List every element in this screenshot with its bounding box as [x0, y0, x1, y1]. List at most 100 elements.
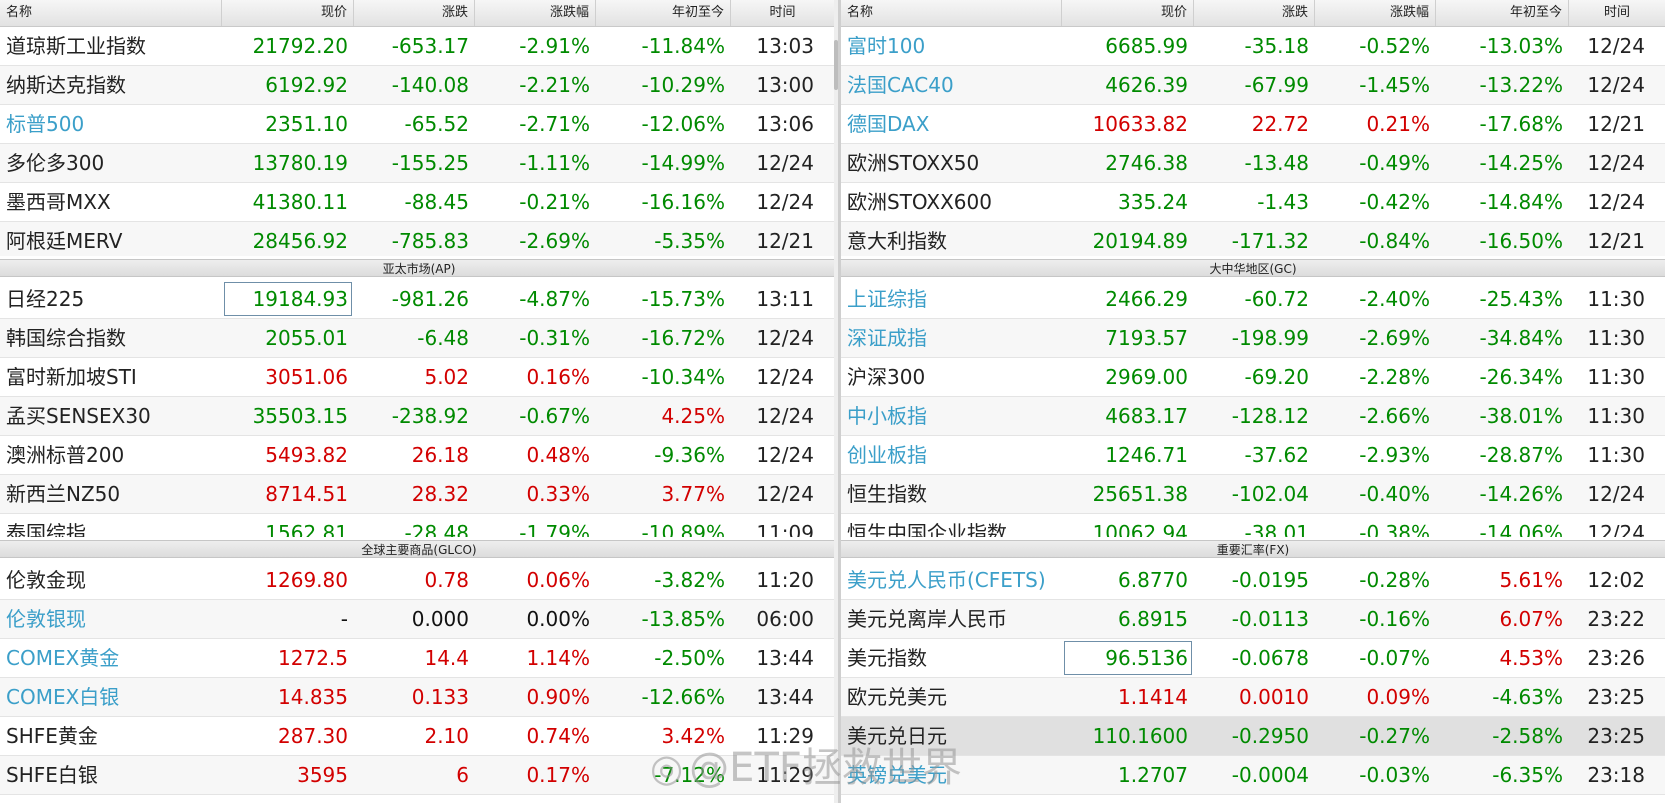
table-row[interactable]: 欧元兑美元 1.1414 0.0010 0.09% -4.63% 23:25 [841, 678, 1665, 717]
table-row[interactable]: 中小板指 4683.17 -128.12 -2.66% -38.01% 11:30 [841, 397, 1665, 436]
col-pct[interactable]: 涨跌幅 [475, 0, 596, 26]
row-ytd: -11.84% [641, 34, 725, 58]
table-body: 美元兑人民币(CFETS) 6.8770 -0.0195 -0.28% 5.61% 12:… [841, 561, 1665, 795]
row-ytd: -14.25% [1479, 151, 1563, 175]
row-ytd: -12.66% [641, 685, 725, 709]
table-row[interactable]: 标普500 2351.10 -65.52 -2.71% -12.06% 13:06 [0, 105, 834, 144]
col-ytd[interactable]: 年初至今 [1436, 0, 1569, 26]
col-price[interactable]: 现价 [222, 0, 354, 26]
table-row[interactable]: 英镑兑美元 1.2707 -0.0004 -0.03% -6.35% 23:18 [841, 756, 1665, 795]
row-price: 25651.38 [1092, 482, 1188, 506]
table-row[interactable]: 伦敦银现 - 0.000 0.00% -13.85% 06:00 [0, 600, 834, 639]
row-pct: -2.40% [1359, 287, 1430, 311]
row-pct: 0.74% [526, 724, 590, 748]
table-row[interactable]: 沪深300 2969.00 -69.20 -2.28% -26.34% 11:30 [841, 358, 1665, 397]
row-change: 26.18 [411, 443, 469, 467]
table-row[interactable]: 阿根廷MERV 28456.92 -785.83 -2.69% -5.35% 12/21 [0, 222, 834, 256]
row-pct: -2.93% [1359, 443, 1430, 467]
row-price: 1272.5 [278, 646, 348, 670]
row-time: 12/24 [756, 190, 814, 214]
row-name: 韩国综合指数 [6, 326, 126, 350]
table-row[interactable]: 美元兑离岸人民币 6.8915 -0.0113 -0.16% 6.07% 23:22 [841, 600, 1665, 639]
table-row[interactable]: 日经225 19184.93 -981.26 -4.87% -15.73% 13:11 [0, 280, 834, 319]
table-row[interactable]: 多伦多300 13780.19 -155.25 -1.11% -14.99% 12/24 [0, 144, 834, 183]
table-row[interactable]: 道琼斯工业指数 21792.20 -653.17 -2.91% -11.84% 13:03 [0, 27, 834, 66]
table-row[interactable]: 墨西哥MXX 41380.11 -88.45 -0.21% -16.16% 12/24 [0, 183, 834, 222]
table-row[interactable]: 深证成指 7193.57 -198.99 -2.69% -34.84% 11:30 [841, 319, 1665, 358]
table-row[interactable]: 伦敦金现 1269.80 0.78 0.06% -3.82% 11:20 [0, 561, 834, 600]
table-row[interactable]: 纳斯达克指数 6192.92 -140.08 -2.21% -10.29% 13:00 [0, 66, 834, 105]
panel-asia-pacific: 日经225 19184.93 -981.26 -4.87% -15.73% 13:11 韩国… [0, 280, 834, 537]
col-price[interactable]: 现价 [1062, 0, 1194, 26]
row-time: 12/24 [756, 326, 814, 350]
panel-greater-china: 上证综指 2466.29 -60.72 -2.40% -25.43% 11:30 深证成指 7… [841, 280, 1665, 537]
col-name[interactable]: 名称 [0, 0, 222, 26]
row-change: 14.4 [424, 646, 469, 670]
row-ytd: -13.03% [1479, 34, 1563, 58]
table-row[interactable]: 美元兑人民币(CFETS) 6.8770 -0.0195 -0.28% 5.61% 12:… [841, 561, 1665, 600]
table-row[interactable]: 恒生指数 25651.38 -102.04 -0.40% -14.26% 12/24 [841, 475, 1665, 514]
table-row[interactable]: 新西兰NZ50 8714.51 28.32 0.33% 3.77% 12/24 [0, 475, 834, 514]
row-price: 19184.93 [222, 280, 354, 318]
row-ytd: 6.07% [1499, 607, 1563, 631]
table-row[interactable]: 孟买SENSEX30 35503.15 -238.92 -0.67% 4.25% 12/2… [0, 397, 834, 436]
col-pct[interactable]: 涨跌幅 [1315, 0, 1436, 26]
row-name: 恒生指数 [847, 482, 927, 506]
table-row[interactable]: COMEX黄金 1272.5 14.4 1.14% -2.50% 13:44 [0, 639, 834, 678]
row-pct: -0.40% [1359, 482, 1430, 506]
table-row[interactable]: 恒生中国企业指数 10062.94 -38.01 -0.38% -14.06% 12/24 [841, 514, 1665, 537]
row-change: -69.20 [1244, 365, 1309, 389]
row-time: 12/24 [756, 151, 814, 175]
row-ytd: -10.34% [641, 365, 725, 389]
row-time: 12/24 [1587, 73, 1645, 97]
table-row[interactable]: COMEX白银 14.835 0.133 0.90% -12.66% 13:44 [0, 678, 834, 717]
row-change: -1.43 [1257, 190, 1309, 214]
row-ytd: -12.06% [641, 112, 725, 136]
table-row[interactable]: 泰国综指 1562.81 -28.48 -1.79% -10.89% 11:09 [0, 514, 834, 537]
col-ytd[interactable]: 年初至今 [596, 0, 731, 26]
row-change: -38.01 [1244, 521, 1309, 537]
table-row[interactable]: 欧洲STOXX50 2746.38 -13.48 -0.49% -14.25% 12/24 [841, 144, 1665, 183]
col-time[interactable]: 时间 [769, 5, 796, 20]
row-ytd: -4.63% [1492, 685, 1563, 709]
table-row[interactable]: 美元指数 96.5136 -0.0678 -0.07% 4.53% 23:26 [841, 639, 1665, 678]
row-change: -128.12 [1231, 404, 1309, 428]
table-row[interactable]: 法国CAC40 4626.39 -67.99 -1.45% -13.22% 12/24 [841, 66, 1665, 105]
table-body: 伦敦金现 1269.80 0.78 0.06% -3.82% 11:20 伦敦银现 - 0.00… [0, 561, 834, 795]
table-row[interactable]: 欧洲STOXX600 335.24 -1.43 -0.42% -14.84% 12/24 [841, 183, 1665, 222]
row-ytd: -14.06% [1479, 521, 1563, 537]
table-row[interactable]: 创业板指 1246.71 -37.62 -2.93% -28.87% 11:30 [841, 436, 1665, 475]
table-row[interactable]: 富时新加坡STI 3051.06 5.02 0.16% -10.34% 12/24 [0, 358, 834, 397]
table-row[interactable]: SHFE黄金 287.30 2.10 0.74% 3.42% 11:29 [0, 717, 834, 756]
table-row[interactable]: 美元兑日元 110.1600 -0.2950 -0.27% -2.58% 23:25 [841, 717, 1665, 756]
row-time: 12/21 [756, 229, 814, 253]
table-row[interactable]: SHFE白银 3595 6 0.17% -7.12% 11:29 [0, 756, 834, 795]
row-ytd: -16.16% [641, 190, 725, 214]
table-row[interactable]: 富时100 6685.99 -35.18 -0.52% -13.03% 12/24 [841, 27, 1665, 66]
row-time: 13:00 [756, 73, 814, 97]
col-change[interactable]: 涨跌 [1194, 0, 1315, 26]
row-pct: -2.71% [519, 112, 590, 136]
row-price: 1562.81 [265, 521, 348, 537]
row-pct: -4.87% [519, 287, 590, 311]
row-name: 伦敦金现 [6, 568, 86, 592]
row-ytd: 3.42% [661, 724, 725, 748]
col-time[interactable]: 时间 [1603, 5, 1630, 20]
col-change[interactable]: 涨跌 [354, 0, 475, 26]
table-row[interactable]: 德国DAX 10633.82 22.72 0.21% -17.68% 12/21 [841, 105, 1665, 144]
table-row[interactable]: 意大利指数 20194.89 -171.32 -0.84% -16.50% 12/21 [841, 222, 1665, 256]
row-name: 德国DAX [847, 112, 930, 136]
row-price: 1269.80 [265, 568, 348, 592]
scrollbar-thumb[interactable] [834, 40, 838, 90]
col-name[interactable]: 名称 [841, 0, 1062, 26]
section-title-gc: 大中华地区(GC) [841, 259, 1665, 277]
row-time: 13:11 [756, 287, 814, 311]
row-name: 意大利指数 [847, 229, 947, 253]
table-row[interactable]: 上证综指 2466.29 -60.72 -2.40% -25.43% 11:30 [841, 280, 1665, 319]
vertical-scrollbar[interactable] [834, 0, 838, 803]
table-body: 富时100 6685.99 -35.18 -0.52% -13.03% 12/24 法国CA… [841, 27, 1665, 256]
row-time: 12/24 [756, 365, 814, 389]
table-row[interactable]: 韩国综合指数 2055.01 -6.48 -0.31% -16.72% 12/24 [0, 319, 834, 358]
table-row[interactable]: 澳洲标普200 5493.82 26.18 0.48% -9.36% 12/24 [0, 436, 834, 475]
panel-divider[interactable] [838, 0, 841, 803]
